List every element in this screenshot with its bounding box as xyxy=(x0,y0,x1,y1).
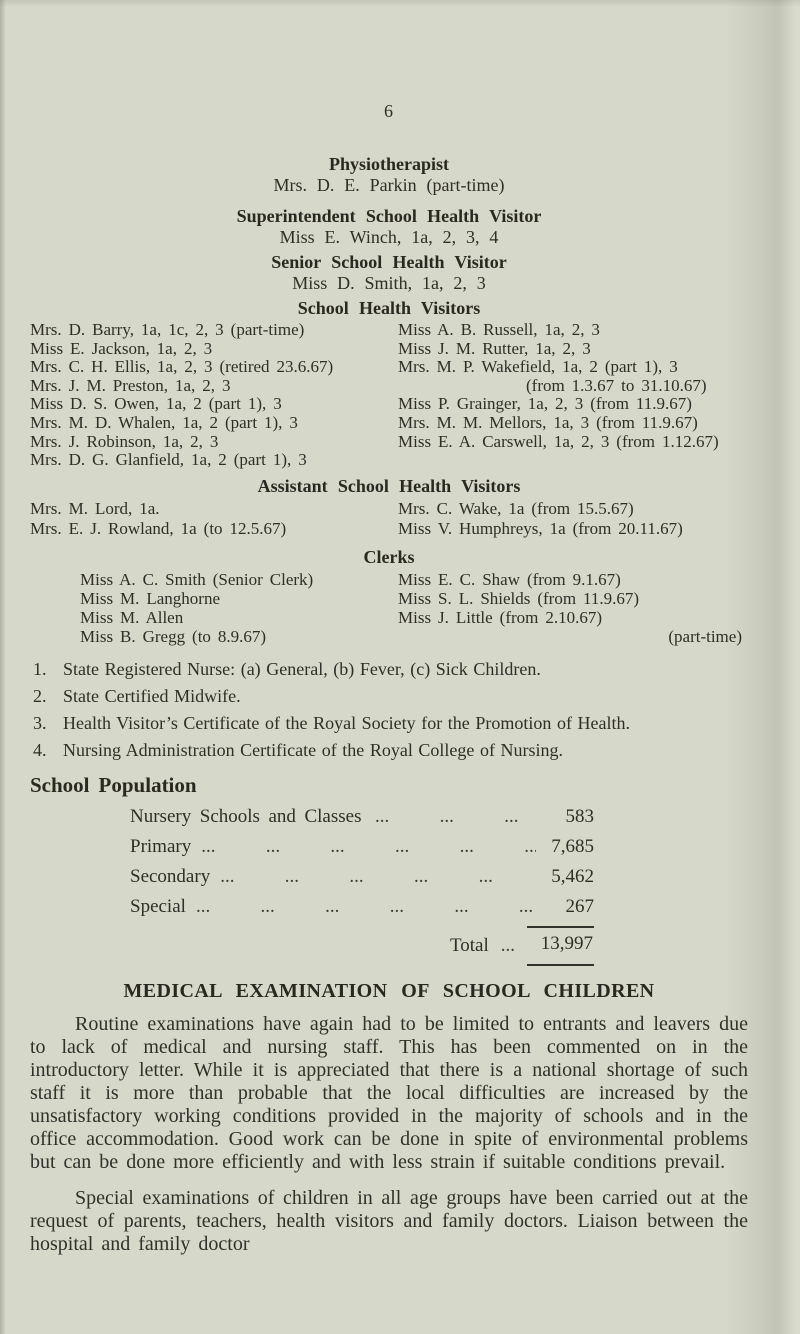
section-assistant-visitors: Assistant School Health Visitors Mrs. M.… xyxy=(30,476,748,539)
dot-leaders: ... ... ... ... ... ... xyxy=(195,895,534,917)
staff-entry: Mrs. M. Lord, 1a. xyxy=(30,498,160,518)
staff-entry: Mrs. M. P. Wakefield, 1a, 2 (part 1), 3 xyxy=(398,357,678,377)
clerks-part-time-note: (part-time) xyxy=(668,626,742,646)
population-total-row: Total ... 13,997 xyxy=(130,925,594,966)
school-population-table: Nursery Schools and Classes ... ... ... … xyxy=(130,802,594,966)
section-senior-visitor: Senior School Health Visitor Miss D. Smi… xyxy=(30,252,748,294)
staff-entry: Miss S. L. Shields (from 11.9.67) xyxy=(398,588,640,608)
assistant-columns: Mrs. M. Lord, 1a. Mrs. E. J. Rowland, 1a… xyxy=(30,499,748,539)
staff-entry: Miss V. Humphreys, 1a (from 20.11.67) xyxy=(398,518,683,538)
staff-entry: Mrs. C. H. Ellis, 1a, 2, 3 (retired 23.6… xyxy=(30,357,334,377)
staff-entry: Mrs. D. G. Glanfield, 1a, 2 (part 1), 3 xyxy=(30,450,307,470)
staff-entry: Mrs. D. Barry, 1a, 1c, 2, 3 (part-time) xyxy=(30,320,305,339)
staff-entry: Mrs. J. Robinson, 1a, 2, 3 xyxy=(30,431,219,451)
total-value: 13,997 xyxy=(527,925,594,966)
superintendent-heading: Superintendent School Health Visitor xyxy=(236,206,542,226)
population-row-value: 7,685 xyxy=(551,835,594,857)
school-population-heading: School Population xyxy=(30,772,197,797)
superintendent-name: Miss E. Winch, 1a, 2, 3, 4 xyxy=(279,227,499,247)
senior-visitor-heading: Senior School Health Visitor xyxy=(271,252,507,272)
senior-visitor-name: Miss D. Smith, 1a, 2, 3 xyxy=(292,273,486,293)
visitors-column-left: Mrs. D. Barry, 1a, 1c, 2, 3 (part-time) … xyxy=(30,320,398,470)
staff-entry: Miss D. S. Owen, 1a, 2 (part 1), 3 xyxy=(30,394,282,414)
page-number: 6 xyxy=(384,101,394,121)
staff-entry: Mrs. C. Wake, 1a (from 15.5.67) xyxy=(398,498,634,518)
staff-entry: Miss E. A. Carswell, 1a, 2, 3 (from 1.12… xyxy=(398,431,719,451)
footnote: 4. Nursing Administration Certificate of… xyxy=(30,737,748,764)
staff-entry: Miss M. Langhorne xyxy=(80,588,221,608)
population-row-label: Nursery Schools and Classes xyxy=(130,805,362,827)
section-clerks: Clerks Miss A. C. Smith (Senior Clerk) M… xyxy=(30,547,748,646)
staff-entry: Miss A. C. Smith (Senior Clerk) xyxy=(80,569,314,589)
staff-entry-continuation: (from 1.3.67 to 31.10.67) xyxy=(526,375,707,395)
dot-leaders: ... ... ... xyxy=(375,805,519,827)
footnote-number: 3. xyxy=(33,712,47,733)
population-row: Special ... ... ... ... ... ... 267 xyxy=(130,892,594,922)
staff-entry: Miss E. C. Shaw (from 9.1.67) xyxy=(398,569,621,589)
population-row-value: 5,462 xyxy=(551,865,594,887)
clerks-heading: Clerks xyxy=(363,546,415,567)
visitors-heading: School Health Visitors xyxy=(297,298,481,318)
footnote-text: Health Visitor’s Certificate of the Roya… xyxy=(63,712,631,733)
body-paragraph: Special examinations of children in all … xyxy=(30,1186,748,1255)
visitors-columns: Mrs. D. Barry, 1a, 1c, 2, 3 (part-time) … xyxy=(30,320,748,470)
staff-entry: Miss B. Gregg (to 8.9.67) xyxy=(80,626,267,646)
body-paragraph: Routine examinations have again had to b… xyxy=(30,1012,748,1173)
staff-entry: Mrs. M. M. Mellors, 1a, 3 (from 11.9.67) xyxy=(398,412,698,432)
staff-entry: Mrs. J. M. Preston, 1a, 2, 3 xyxy=(30,375,231,395)
footnote-number: 4. xyxy=(33,739,47,760)
population-row-label: Secondary xyxy=(130,865,211,887)
population-row: Primary ... ... ... ... ... ... 7,685 xyxy=(130,832,594,862)
population-row-label: Special xyxy=(130,895,186,917)
dot-leaders: ... ... ... ... ... ... xyxy=(220,865,536,887)
staff-entry: Mrs. M. D. Whalen, 1a, 2 (part 1), 3 xyxy=(30,412,298,432)
dot-leaders: ... xyxy=(500,934,515,956)
population-row: Secondary ... ... ... ... ... ... 5,462 xyxy=(130,862,594,892)
assistant-visitors-heading: Assistant School Health Visitors xyxy=(257,475,521,496)
population-row-value: 267 xyxy=(565,895,595,917)
staff-entry: Miss E. Jackson, 1a, 2, 3 xyxy=(30,338,213,358)
medical-examination-heading: MEDICAL EXAMINATION OF SCHOOL CHILDREN xyxy=(123,979,655,1002)
footnote-text: State Certified Midwife. xyxy=(63,685,241,706)
footnotes: 1. State Registered Nurse: (a) General, … xyxy=(30,656,748,764)
staff-entry: Miss P. Grainger, 1a, 2, 3 (from 11.9.67… xyxy=(398,394,692,414)
footnote: 2. State Certified Midwife. xyxy=(30,683,748,710)
staff-entry: Miss M. Allen xyxy=(80,607,184,627)
clerks-column-right: Miss E. C. Shaw (from 9.1.67) Miss S. L.… xyxy=(398,570,748,646)
dot-leaders: ... ... ... ... ... ... xyxy=(201,835,536,857)
visitors-column-right: Miss A. B. Russell, 1a, 2, 3 Miss J. M. … xyxy=(398,320,748,470)
section-physiotherapist: Physiotherapist Mrs. D. E. Parkin (part-… xyxy=(30,154,748,196)
staff-entry: Mrs. E. J. Rowland, 1a (to 12.5.67) xyxy=(30,518,287,538)
assistant-column-left: Mrs. M. Lord, 1a. Mrs. E. J. Rowland, 1a… xyxy=(30,499,398,539)
population-row-value: 583 xyxy=(565,805,595,827)
population-row: Nursery Schools and Classes ... ... ... … xyxy=(130,802,594,832)
assistant-column-right: Mrs. C. Wake, 1a (from 15.5.67) Miss V. … xyxy=(398,499,748,539)
section-superintendent: Superintendent School Health Visitor Mis… xyxy=(30,206,748,248)
physiotherapist-heading: Physiotherapist xyxy=(328,154,449,174)
population-row-label: Primary xyxy=(130,835,192,857)
report-page: 6 Physiotherapist Mrs. D. E. Parkin (par… xyxy=(30,101,748,1255)
footnote: 3. Health Visitor’s Certificate of the R… xyxy=(30,710,748,737)
footnote-text: State Registered Nurse: (a) General, (b)… xyxy=(63,658,541,679)
clerks-column-left: Miss A. C. Smith (Senior Clerk) Miss M. … xyxy=(80,570,398,646)
clerks-columns: Miss A. C. Smith (Senior Clerk) Miss M. … xyxy=(30,570,748,646)
staff-entry: Miss A. B. Russell, 1a, 2, 3 xyxy=(398,320,600,339)
footnote: 1. State Registered Nurse: (a) General, … xyxy=(30,656,748,683)
footnote-number: 2. xyxy=(33,685,47,706)
footnote-text: Nursing Administration Certificate of th… xyxy=(63,739,564,760)
staff-entry: Miss J. M. Rutter, 1a, 2, 3 xyxy=(398,338,591,358)
footnote-number: 1. xyxy=(33,658,47,679)
physiotherapist-name: Mrs. D. E. Parkin (part-time) xyxy=(273,175,505,195)
section-school-health-visitors: School Health Visitors Mrs. D. Barry, 1a… xyxy=(30,298,748,470)
staff-entry: Miss J. Little (from 2.10.67) xyxy=(398,607,603,627)
total-label: Total xyxy=(449,934,489,956)
